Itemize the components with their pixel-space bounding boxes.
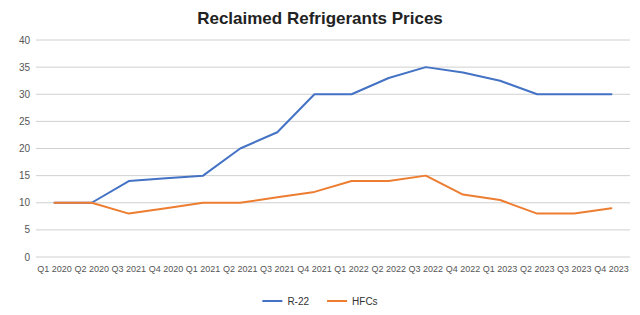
grid <box>36 40 630 257</box>
x-tick-label: Q4 2021 <box>297 264 332 274</box>
y-tick-label: 30 <box>19 89 31 100</box>
y-tick-label: 20 <box>19 143 31 154</box>
legend-item: R-22 <box>262 296 309 307</box>
series-line <box>55 176 612 214</box>
legend-swatch <box>327 300 347 302</box>
y-tick-label: 25 <box>19 116 31 127</box>
chart-container: Reclaimed Refrigerants Prices 0 5 10 15 20 25 3… <box>0 0 640 315</box>
x-tick-label: Q1 2021 <box>186 264 221 274</box>
grid-line <box>36 67 630 68</box>
legend: R-22 HFCs <box>262 296 377 307</box>
y-tick-label: 5 <box>24 224 30 235</box>
legend-item: HFCs <box>327 296 378 307</box>
x-tick-label: Q2 2021 <box>223 264 258 274</box>
x-tick-label: Q2 2022 <box>371 264 406 274</box>
y-tick-label: 35 <box>19 62 31 73</box>
x-tick-label: Q3 2021 <box>112 264 147 274</box>
x-tick-label: Q4 2023 <box>594 264 629 274</box>
grid-line <box>36 121 630 122</box>
legend-label: R-22 <box>287 296 309 307</box>
x-tick-label: Q4 2022 <box>446 264 481 274</box>
y-tick-label: 40 <box>19 35 31 46</box>
x-tick-label: Q1 2023 <box>483 264 518 274</box>
grid-line <box>36 148 630 149</box>
x-tick-label: Q3 2023 <box>557 264 592 274</box>
y-tick-label: 0 <box>24 252 30 263</box>
x-tick-label: Q4 2020 <box>149 264 184 274</box>
legend-swatch <box>262 300 282 302</box>
x-tick-label: Q2 2020 <box>74 264 109 274</box>
x-tick-label: Q2 2023 <box>520 264 555 274</box>
x-tick-label: Q3 2022 <box>409 264 444 274</box>
grid-line <box>36 40 630 41</box>
chart: Reclaimed Refrigerants Prices 0 5 10 15 20 25 3… <box>0 0 640 315</box>
x-tick-label: Q1 2022 <box>334 264 369 274</box>
grid-line <box>36 202 630 203</box>
legend-label: HFCs <box>352 296 378 307</box>
grid-line <box>36 257 630 258</box>
grid-line <box>36 175 630 176</box>
y-tick-label: 15 <box>19 170 31 181</box>
title: Reclaimed Refrigerants Prices <box>197 9 443 28</box>
series-group <box>55 67 612 213</box>
series-line <box>55 67 612 203</box>
grid-line <box>36 229 630 230</box>
y-tick-label: 10 <box>19 197 31 208</box>
x-tick-label: Q1 2020 <box>37 264 72 274</box>
x-tick-label: Q3 2021 <box>260 264 295 274</box>
